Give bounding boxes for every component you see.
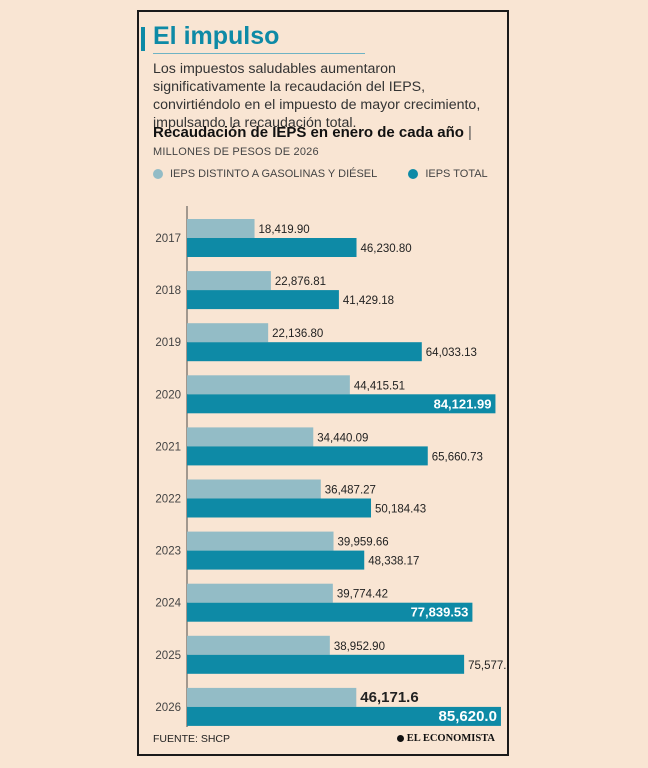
data-label: 65,660.73 [432, 451, 483, 463]
legend-label: IEPS TOTAL [425, 168, 488, 180]
title-rule [153, 53, 365, 54]
bar-ieps-distinto [187, 323, 269, 343]
data-label: 85,620.0 [439, 708, 497, 725]
bar-ieps-total [187, 446, 428, 466]
data-label: 46,171.6 [360, 689, 418, 706]
bar-ieps-distinto [187, 531, 334, 551]
bar-ieps-distinto [187, 271, 271, 291]
year-label: 2023 [155, 546, 181, 558]
chart-title-separator: | [467, 124, 472, 141]
data-label: 84,121.99 [434, 396, 492, 411]
source-note: FUENTE: SHCP [153, 733, 231, 745]
year-label: 2025 [155, 650, 181, 662]
legend-item-ieps-distinto: IEPS DISTINTO A GASOLINAS Y DIÉSEL [153, 168, 377, 180]
chart-legend: IEPS DISTINTO A GASOLINAS Y DIÉSEL IEPS … [153, 168, 516, 182]
bar-ieps-total [187, 394, 496, 414]
bar-ieps-distinto [187, 427, 314, 447]
data-label: 41,429.18 [343, 295, 394, 307]
bar-chart: 2017 18,419.90 46,230.80 2018 22,876.81 41,42… [155, 206, 507, 727]
data-label: 75,577.88 [468, 660, 507, 672]
chart-subtitle: MILLONES DE PESOS DE 2026 [153, 146, 319, 158]
year-label: 2018 [155, 285, 181, 297]
year-label: 2020 [155, 389, 181, 401]
year-label: 2019 [155, 337, 181, 349]
bar-ieps-distinto [187, 479, 321, 499]
data-label: 38,952.90 [334, 641, 385, 653]
infographic-card: El impulso Los impuestos saludables aume… [137, 10, 509, 756]
bar-ieps-total [187, 290, 339, 310]
brand-logo: EL ECONOMISTA [396, 733, 495, 744]
year-label: 2021 [155, 441, 181, 453]
bar-ieps-total [187, 706, 501, 726]
bar-ieps-distinto [187, 375, 350, 395]
year-label: 2017 [155, 233, 181, 245]
bar-ieps-distinto [187, 583, 333, 603]
bar-ieps-total [187, 654, 465, 674]
data-label: 48,338.17 [368, 556, 419, 568]
data-label: 46,230.80 [361, 243, 412, 255]
data-label: 64,033.13 [426, 347, 477, 359]
title-accent-bar [141, 27, 145, 51]
brand-name: EL ECONOMISTA [406, 733, 495, 744]
data-label: 22,876.81 [275, 276, 326, 288]
data-label: 39,959.66 [338, 537, 389, 549]
bar-ieps-total [187, 238, 357, 257]
year-label: 2024 [155, 598, 181, 610]
intro-text: Los impuestos saludables aumentaron sign… [153, 61, 481, 131]
bar-ieps-distinto [187, 219, 255, 238]
data-label: 77,839.53 [411, 605, 469, 620]
legend-swatch-dark [408, 169, 419, 179]
data-label: 44,415.51 [354, 380, 405, 392]
bar-ieps-distinto [187, 687, 357, 707]
data-label: 39,774.42 [337, 589, 388, 601]
bar-ieps-total [187, 498, 372, 518]
bar-ieps-total [187, 550, 365, 570]
legend-label: IEPS DISTINTO A GASOLINAS Y DIÉSEL [170, 168, 378, 180]
bar-ieps-total [187, 602, 473, 622]
data-label: 36,487.27 [325, 485, 376, 497]
brand-mark-icon [396, 735, 404, 742]
data-label: 50,184.43 [375, 504, 426, 516]
bar-ieps-distinto [187, 635, 330, 655]
bar-ieps-total [187, 342, 422, 362]
page-title: El impulso [153, 22, 280, 50]
data-label: 18,419.90 [259, 224, 310, 236]
year-label: 2022 [155, 494, 181, 506]
chart-title: Recaudación de IEPS en enero de cada año [153, 124, 464, 141]
legend-swatch-light [153, 169, 163, 179]
year-label: 2026 [155, 702, 181, 714]
chart-title-row: Recaudación de IEPS en enero de cada año… [153, 124, 472, 141]
legend-item-ieps-total: IEPS TOTAL [408, 168, 488, 180]
data-label: 34,440.09 [317, 432, 368, 444]
data-label: 22,136.80 [272, 328, 323, 340]
